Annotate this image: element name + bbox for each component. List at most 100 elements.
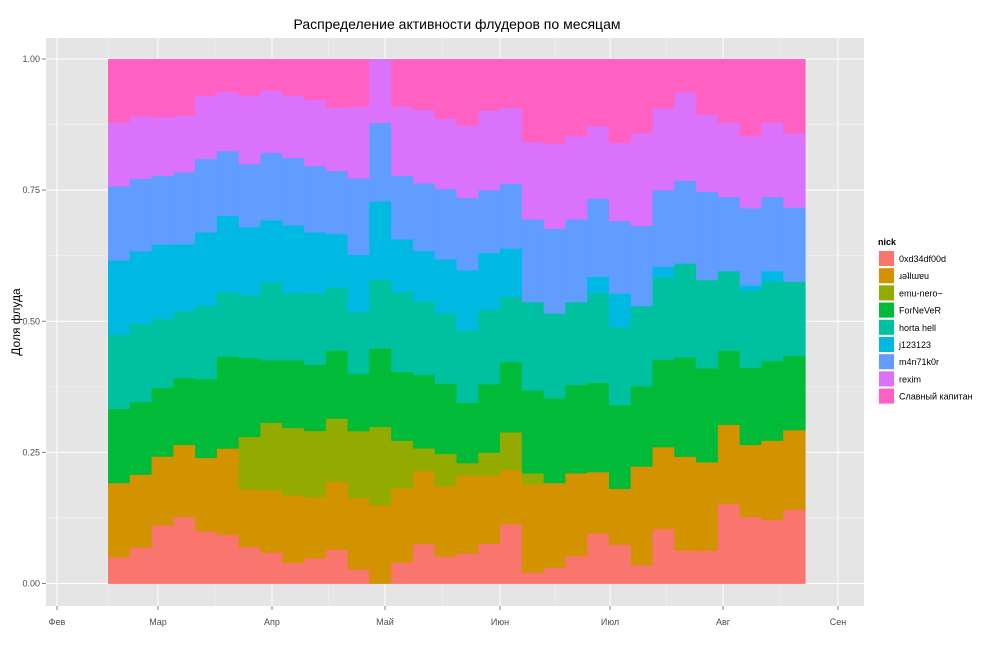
legend-label: m4n71k0r [899,357,939,367]
area-segment [478,59,501,111]
area-segment [565,59,588,137]
x-tick-label: Мар [149,617,167,627]
area-segment [216,215,240,292]
area-segment [347,311,370,375]
area-segment [391,440,414,489]
area-segment [500,361,523,433]
area-segment [456,270,479,331]
legend-key [879,302,894,318]
area-segment [696,550,719,584]
area-segment [391,562,414,584]
area-segment [369,279,392,349]
area-segment [521,572,545,584]
area-segment [783,281,806,357]
area-segment [739,516,763,584]
legend-label: ɹǝʇlɯɐu [899,271,929,281]
area-segment [608,404,632,490]
area-segment [674,550,697,584]
area-segment [434,259,458,314]
area-segment [652,359,675,448]
area-segment [216,534,240,584]
area-segment [739,367,763,446]
y-tick-label: 0.25 [22,447,40,457]
area-segment [500,59,523,109]
legend-label: emu-nero~ [899,288,943,298]
area-segment [652,266,675,278]
area-segment [478,252,501,311]
area-segment [761,360,784,441]
area-segment [674,59,697,93]
area-segment [761,270,784,282]
area-segment [521,141,545,220]
area-segment [696,279,719,369]
area-segment [325,107,349,172]
area-segment [304,496,327,559]
area-segment [391,371,414,441]
area-segment [238,357,262,438]
area-segment [195,232,218,306]
area-segment [587,198,610,278]
area-segment [260,90,283,153]
legend-key [879,371,894,387]
area-segment [369,348,392,428]
area-segment [129,323,153,403]
area-segment [282,95,305,159]
area-segment [434,59,458,119]
area-segment [587,533,610,584]
area-segment [696,191,719,281]
area-segment [456,197,479,271]
area-segment [151,59,174,118]
area-segment [543,482,567,569]
area-segment [260,360,283,423]
area-segment [260,422,283,491]
area-segment [587,125,610,199]
area-segment [630,564,654,584]
area-segment [608,142,632,222]
area-segment [260,490,283,553]
area-segment [108,482,131,558]
area-segment [434,556,458,584]
area-segment [761,122,784,198]
area-segment [216,91,240,152]
area-segment [543,228,567,314]
area-segment [304,430,327,498]
x-tick-label: Сен [830,617,847,627]
legend-label: horta hell [899,323,936,333]
area-segment [151,456,174,526]
area-segment [587,382,610,473]
area-segment [369,122,392,202]
area-segment [434,383,458,455]
area-segment [500,296,523,363]
area-segment [783,355,806,431]
area-segment [216,150,240,217]
area-segment [630,305,654,387]
area-segment [717,122,741,198]
y-axis-title: Доля флуда [9,288,23,356]
y-axis: 0.00 0.25 0.50 0.75 1.00 [22,54,46,589]
area-segment [630,133,654,227]
area-segment [608,293,632,328]
area-segment [347,497,370,570]
area-segment [630,386,654,467]
area-segment [565,136,588,220]
area-segment [129,116,153,179]
area-segment [652,446,675,530]
area-segment [456,59,479,126]
area-segment [739,285,763,291]
area-segment [325,233,349,288]
area-segment [412,301,436,376]
area-segment [478,190,501,254]
area-segment [151,117,174,176]
area-segment [282,562,305,584]
x-tick-label: Фев [49,617,66,627]
x-tick-label: Апр [264,617,280,627]
area-segment [347,59,370,108]
area-segment [391,175,414,240]
area-segment [717,504,741,584]
area-segment [500,248,523,298]
area-segment [347,106,370,179]
area-segment [739,59,763,137]
area-segment [587,293,610,384]
area-segment [717,59,741,123]
legend-key [879,251,894,266]
